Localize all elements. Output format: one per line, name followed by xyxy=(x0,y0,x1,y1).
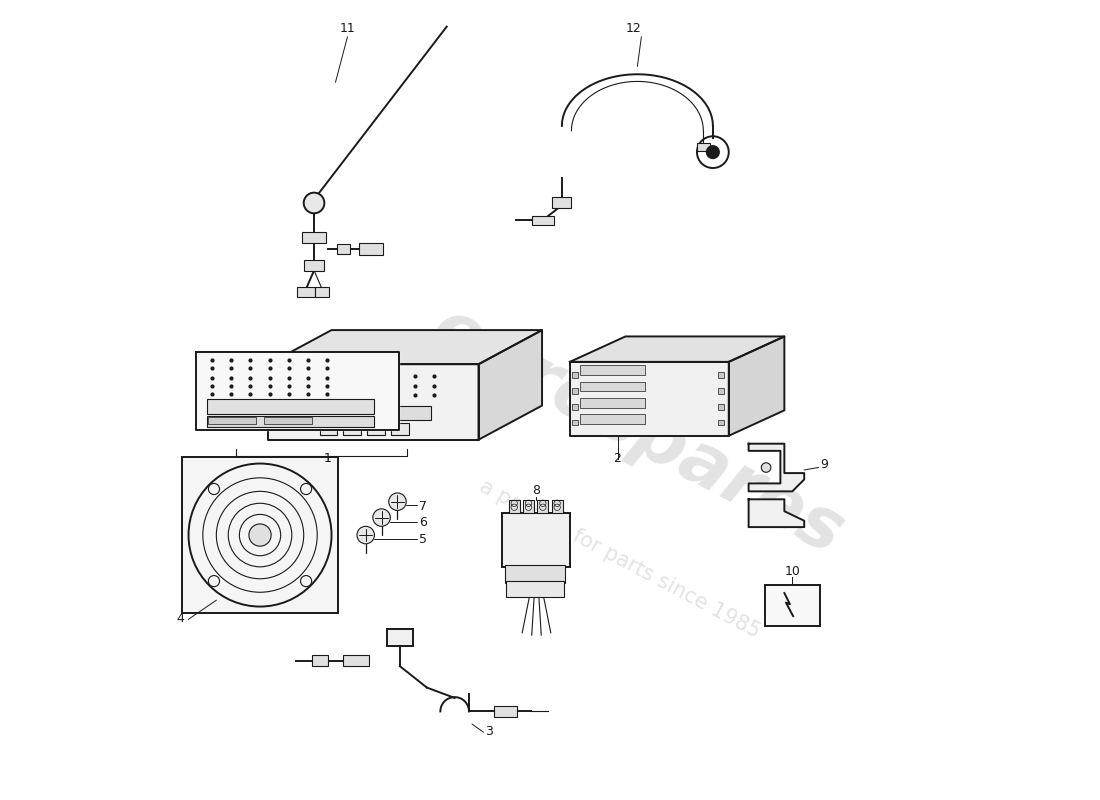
Text: 9: 9 xyxy=(821,458,828,470)
Polygon shape xyxy=(728,337,784,436)
Bar xyxy=(718,372,724,378)
Polygon shape xyxy=(268,364,478,440)
Bar xyxy=(537,500,549,513)
Text: a passion for parts since 1985: a passion for parts since 1985 xyxy=(476,476,763,642)
Text: 5: 5 xyxy=(419,533,427,546)
Circle shape xyxy=(358,526,374,544)
Text: 1: 1 xyxy=(323,452,331,465)
Bar xyxy=(551,500,563,513)
Polygon shape xyxy=(570,337,784,362)
Bar xyxy=(183,457,338,613)
Bar xyxy=(580,382,646,391)
Bar xyxy=(337,244,350,254)
Bar xyxy=(360,243,383,254)
Bar xyxy=(552,197,572,208)
Bar xyxy=(508,500,520,513)
Circle shape xyxy=(208,483,220,494)
Bar xyxy=(311,655,328,666)
Bar xyxy=(494,706,517,717)
Bar xyxy=(522,500,535,513)
Polygon shape xyxy=(197,352,399,430)
Bar xyxy=(718,420,724,426)
Circle shape xyxy=(208,575,220,586)
Bar xyxy=(580,398,646,408)
Polygon shape xyxy=(268,330,542,364)
Polygon shape xyxy=(570,362,728,436)
Text: 8: 8 xyxy=(532,484,540,497)
Bar xyxy=(392,423,408,435)
Bar xyxy=(572,404,578,410)
Polygon shape xyxy=(749,499,804,527)
Bar xyxy=(304,260,324,270)
Bar xyxy=(572,388,578,394)
Bar xyxy=(367,423,385,435)
Circle shape xyxy=(706,146,719,158)
Text: 6: 6 xyxy=(419,515,427,529)
Bar xyxy=(264,418,311,424)
Text: eurospares: eurospares xyxy=(419,294,855,570)
Bar xyxy=(697,143,710,151)
Circle shape xyxy=(388,493,406,510)
Bar xyxy=(320,423,337,435)
Text: 7: 7 xyxy=(419,500,427,513)
Text: 11: 11 xyxy=(340,22,355,34)
Bar xyxy=(531,216,554,226)
Bar xyxy=(505,566,565,582)
Bar xyxy=(387,629,412,646)
Polygon shape xyxy=(749,444,804,491)
Bar xyxy=(302,232,326,242)
Bar xyxy=(343,423,361,435)
Circle shape xyxy=(286,390,306,410)
Bar xyxy=(503,513,570,567)
Bar xyxy=(208,418,256,424)
Bar xyxy=(580,414,646,424)
Bar xyxy=(764,585,821,626)
Bar xyxy=(572,372,578,378)
Text: 4: 4 xyxy=(177,613,185,626)
Bar xyxy=(506,581,563,597)
Circle shape xyxy=(304,193,324,214)
Bar xyxy=(343,655,368,666)
Circle shape xyxy=(761,462,771,472)
Bar xyxy=(297,287,315,297)
Circle shape xyxy=(300,575,311,586)
Text: 10: 10 xyxy=(784,565,800,578)
Bar xyxy=(207,399,374,414)
Polygon shape xyxy=(478,330,542,440)
Bar xyxy=(315,287,329,297)
Circle shape xyxy=(373,509,390,526)
Bar xyxy=(316,406,431,420)
Text: 12: 12 xyxy=(626,22,641,34)
Circle shape xyxy=(249,524,272,546)
Bar xyxy=(718,388,724,394)
Bar xyxy=(580,365,646,374)
Text: 2: 2 xyxy=(614,452,622,465)
Circle shape xyxy=(300,483,311,494)
Bar xyxy=(207,416,374,427)
Text: 3: 3 xyxy=(485,726,493,738)
Bar xyxy=(718,404,724,410)
Bar xyxy=(572,420,578,426)
